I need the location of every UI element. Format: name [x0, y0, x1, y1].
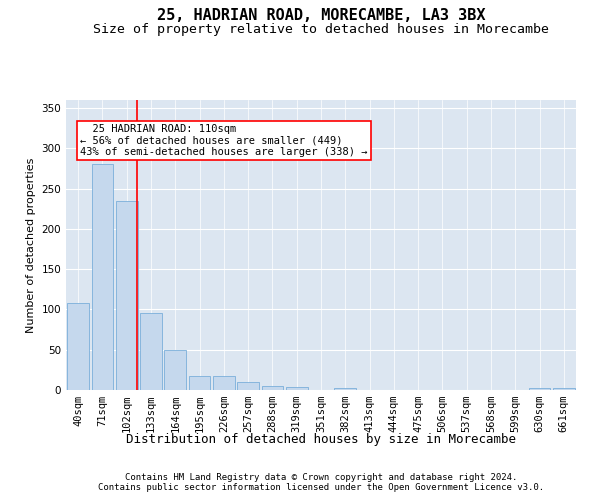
Bar — [116, 200, 137, 390]
Bar — [553, 388, 575, 390]
Bar — [237, 382, 259, 390]
Y-axis label: Number of detached properties: Number of detached properties — [26, 158, 36, 332]
Text: 25 HADRIAN ROAD: 110sqm
← 56% of detached houses are smaller (449)
43% of semi-d: 25 HADRIAN ROAD: 110sqm ← 56% of detache… — [80, 124, 368, 158]
Bar — [529, 388, 550, 390]
Text: Contains public sector information licensed under the Open Government Licence v3: Contains public sector information licen… — [98, 484, 544, 492]
Bar — [91, 164, 113, 390]
Text: Distribution of detached houses by size in Morecambe: Distribution of detached houses by size … — [126, 432, 516, 446]
Bar — [286, 387, 308, 390]
Text: 25, HADRIAN ROAD, MORECAMBE, LA3 3BX: 25, HADRIAN ROAD, MORECAMBE, LA3 3BX — [157, 8, 485, 22]
Text: Contains HM Land Registry data © Crown copyright and database right 2024.: Contains HM Land Registry data © Crown c… — [125, 472, 517, 482]
Bar — [140, 314, 162, 390]
Bar — [262, 386, 283, 390]
Bar — [164, 350, 186, 390]
Bar — [213, 376, 235, 390]
Bar — [334, 388, 356, 390]
Text: Size of property relative to detached houses in Morecambe: Size of property relative to detached ho… — [93, 22, 549, 36]
Bar — [67, 303, 89, 390]
Bar — [188, 376, 211, 390]
